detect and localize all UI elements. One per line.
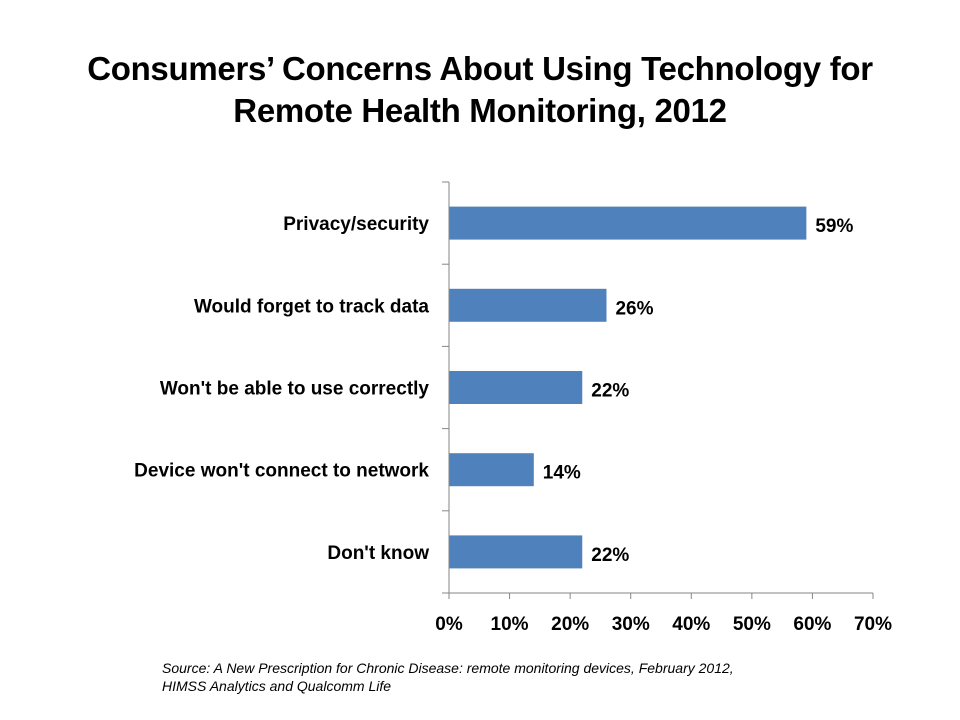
bar-1: [449, 288, 607, 322]
x-tick-label: 50%: [733, 614, 771, 635]
data-label: 22%: [591, 545, 629, 566]
x-tick-label: 40%: [672, 614, 710, 635]
source-line-2: HIMSS Analytics and Qualcomm Life: [162, 678, 392, 694]
source-note: Source: A New Prescription for Chronic D…: [162, 659, 734, 695]
category-label: Won't be able to use correctly: [160, 379, 430, 400]
x-tick-label: 0%: [435, 614, 463, 635]
x-tick-label: 60%: [793, 614, 831, 635]
x-tick-label: 10%: [491, 614, 529, 635]
category-label: Privacy/security: [283, 214, 429, 235]
x-tick-label: 30%: [612, 614, 650, 635]
chart-title: Consumers’ Concerns About Using Technolo…: [0, 48, 960, 132]
bar-3: [449, 453, 534, 487]
category-label: Don't know: [327, 543, 429, 564]
data-label: 22%: [591, 381, 629, 402]
chart-title-line-1: Consumers’ Concerns About Using Technolo…: [87, 50, 873, 87]
data-label: 14%: [543, 463, 581, 484]
data-label: 59%: [815, 216, 853, 237]
bar-2: [449, 371, 583, 404]
source-line-1: Source: A New Prescription for Chronic D…: [162, 660, 734, 676]
x-tick-label: 70%: [854, 614, 892, 635]
category-label: Device won't connect to network: [134, 461, 429, 482]
category-label: Would forget to track data: [194, 296, 429, 317]
x-tick-label: 20%: [551, 614, 589, 635]
data-label: 26%: [615, 298, 653, 319]
bar-4: [449, 535, 583, 569]
bar-0: [449, 206, 807, 240]
chart-title-line-2: Remote Health Monitoring, 2012: [233, 92, 727, 129]
